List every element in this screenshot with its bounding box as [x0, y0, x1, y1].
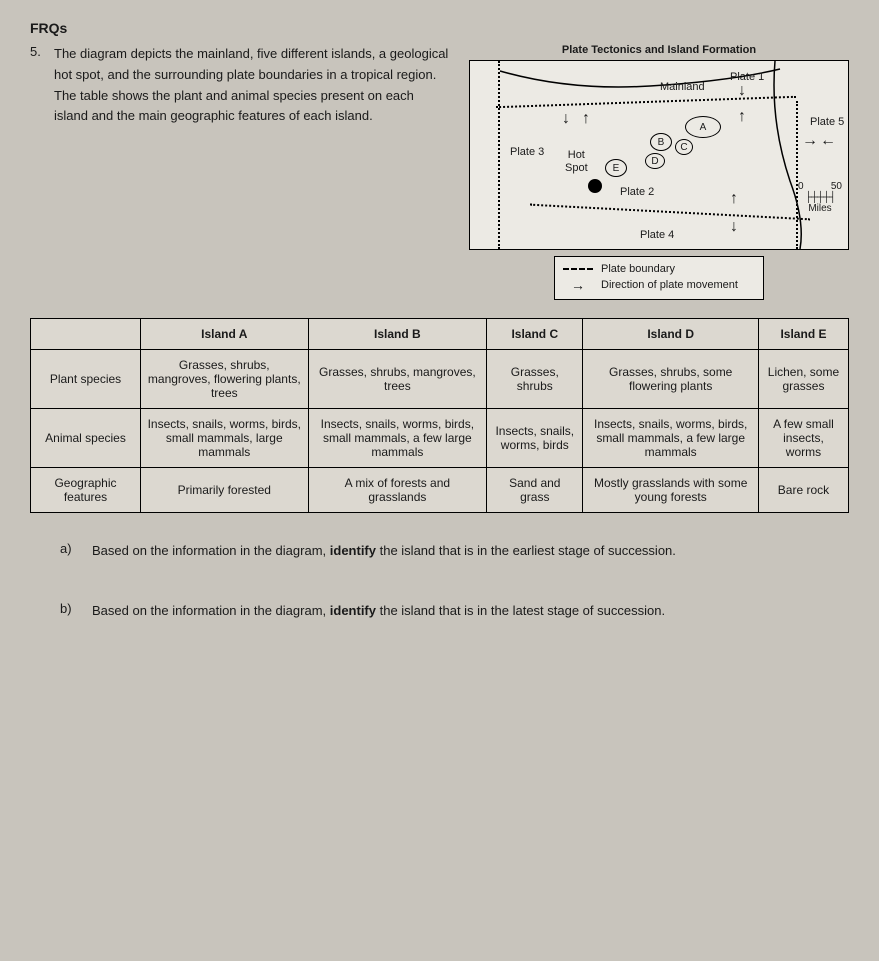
frqs-heading: FRQs [30, 20, 67, 36]
row-label-animal: Animal species [31, 409, 141, 468]
cell: Insects, snails, worms, birds, small mam… [583, 409, 759, 468]
sub-question-a: a) Based on the information in the diagr… [60, 541, 849, 561]
diagram-title: Plate Tectonics and Island Formation [469, 44, 849, 56]
scale-end: 50 [831, 181, 842, 192]
island-e: E [605, 159, 627, 177]
cell: A mix of forests and grasslands [308, 468, 487, 513]
cell: Mostly grasslands with some young forest… [583, 468, 759, 513]
cell: Sand and grass [487, 468, 583, 513]
island-b: B [650, 133, 672, 151]
diagram-legend: Plate boundary → Direction of plate move… [554, 256, 764, 300]
island-a: A [685, 116, 721, 138]
th-island-e: Island E [758, 319, 848, 350]
cell: A few small insects, worms [758, 409, 848, 468]
cell: Insects, snails, worms, birds, small mam… [308, 409, 487, 468]
cell: Grasses, shrubs, mangroves, flowering pl… [141, 350, 309, 409]
plate2-label: Plate 2 [620, 186, 654, 198]
cell: Insects, snails, worms, birds [487, 409, 583, 468]
th-island-c: Island C [487, 319, 583, 350]
arrow-icon: ← [820, 133, 836, 149]
sub-question-b: b) Based on the information in the diagr… [60, 601, 849, 621]
island-c: C [675, 139, 693, 155]
legend-movement: Direction of plate movement [601, 279, 738, 291]
subq-a-text: Based on the information in the diagram,… [92, 541, 849, 561]
cell: Lichen, some grasses [758, 350, 848, 409]
scale-start: 0 [798, 181, 804, 192]
arrow-icon: ↑ [730, 191, 738, 207]
plate3-label: Plate 3 [510, 146, 544, 158]
arrow-icon: ↑ [582, 111, 590, 127]
cell: Grasses, shrubs, mangroves, trees [308, 350, 487, 409]
plate5-label: Plate 5 [810, 116, 844, 128]
th-island-d: Island D [583, 319, 759, 350]
th-blank [31, 319, 141, 350]
question-text: The diagram depicts the mainland, five d… [54, 44, 457, 300]
cell: Bare rock [758, 468, 848, 513]
plate-boundary [498, 61, 500, 249]
cell: Insects, snails, worms, birds, small mam… [141, 409, 309, 468]
hotspot-label: Hot Spot [565, 149, 588, 175]
hotspot-dot [588, 179, 602, 193]
arrow-icon: ↓ [730, 219, 738, 235]
tectonics-diagram: Mainland Plate 1 Plate 5 Plate 3 Plate 2… [469, 60, 849, 250]
th-island-a: Island A [141, 319, 309, 350]
table-row: Animal species Insects, snails, worms, b… [31, 409, 849, 468]
subq-b-label: b) [60, 601, 80, 621]
island-d: D [645, 153, 665, 169]
subq-a-label: a) [60, 541, 80, 561]
plate-boundary [796, 101, 798, 249]
legend-boundary: Plate boundary [601, 263, 675, 275]
scale-bar: 0 50 ├┼┼┼┤ Miles [798, 181, 842, 214]
cell: Grasses, shrubs, some flowering plants [583, 350, 759, 409]
table-row: Plant species Grasses, shrubs, mangroves… [31, 350, 849, 409]
arrow-icon: ↓ [562, 111, 570, 127]
plate1-label: Plate 1 [730, 71, 764, 83]
row-label-plant: Plant species [31, 350, 141, 409]
arrow-icon: ↑ [738, 109, 746, 125]
arrow-icon: → [563, 277, 593, 293]
scale-unit: Miles [798, 203, 842, 214]
arrow-icon: ↓ [738, 83, 746, 99]
cell: Grasses, shrubs [487, 350, 583, 409]
table-row: Geographic features Primarily forested A… [31, 468, 849, 513]
row-label-geo: Geographic features [31, 468, 141, 513]
cell: Primarily forested [141, 468, 309, 513]
species-table: Island A Island B Island C Island D Isla… [30, 318, 849, 513]
subq-b-text: Based on the information in the diagram,… [92, 601, 849, 621]
question-number: 5. [30, 44, 54, 59]
dashed-line-icon [563, 268, 593, 270]
table-header-row: Island A Island B Island C Island D Isla… [31, 319, 849, 350]
arrow-icon: → [802, 133, 818, 149]
plate4-label: Plate 4 [640, 229, 674, 241]
th-island-b: Island B [308, 319, 487, 350]
mainland-label: Mainland [660, 81, 705, 93]
